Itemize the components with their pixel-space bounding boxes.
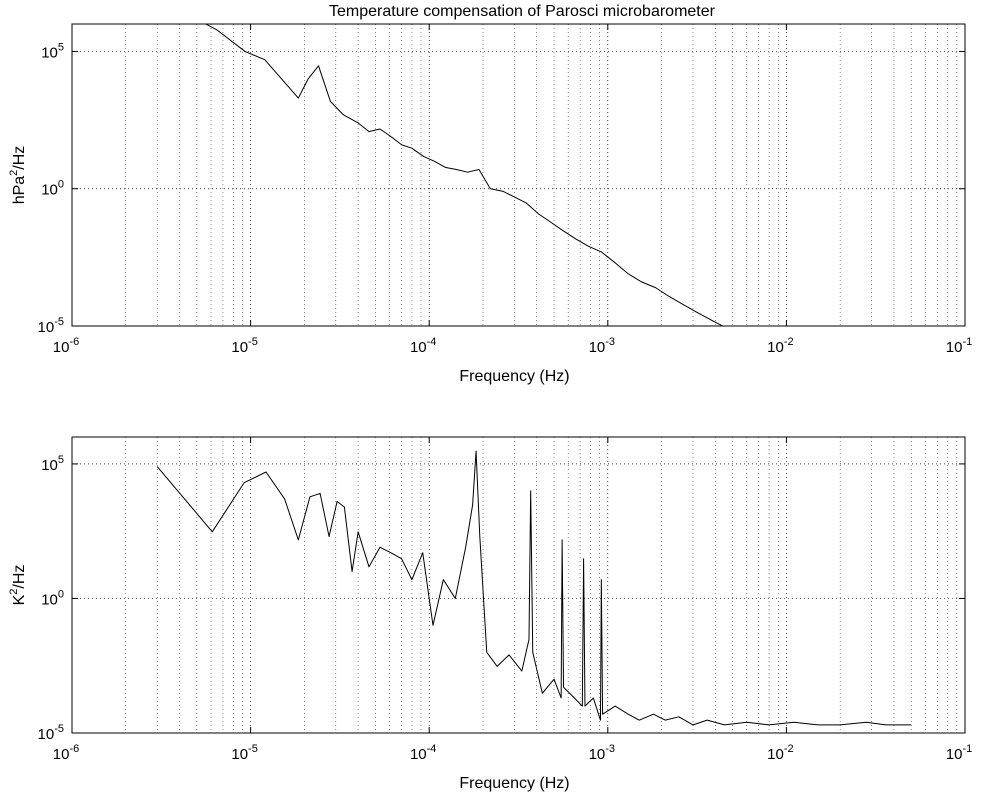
x-tick-label: 10-6 [53,743,79,763]
figure-title: Temperature compensation of Parosci micr… [329,3,716,20]
y-tick-label-exponent: 5 [58,41,64,53]
x-tick-label: 10-5 [231,743,257,763]
y-tick-label-exponent: 0 [58,179,64,191]
y-tick-label-base: 10 [41,182,58,199]
x-tick-label-exponent: -5 [248,743,258,755]
x-tick-label: 10-5 [231,336,257,356]
bottom-axes: 10-6 10-5 10-4 10-3 10-2 10-110-5100105Freque… [8,436,972,792]
series-line-0 [156,450,912,726]
axes-frame [71,23,966,327]
axes-frame [71,436,966,734]
x-tick-label-base: 10 [946,339,963,356]
y-tick-label-base: 10 [38,726,55,743]
y-axis-label-base: hPa [11,176,28,205]
y-tick-label-exponent: 5 [58,454,64,466]
y-tick-label: 10-5 [38,316,64,336]
x-tick-label: 10-1 [946,743,972,763]
x-tick-label: 10-2 [767,336,793,356]
y-axis-label-base: K [11,594,28,605]
x-tick-label-exponent: -2 [784,743,794,755]
x-tick-label-base: 10 [53,746,70,763]
y-axis-label-tail: /Hz [11,565,28,589]
grid [72,24,965,326]
x-tick-label-base: 10 [767,339,784,356]
x-axis-label: Frequency (Hz) [459,775,569,792]
y-tick-label: 105 [41,41,64,61]
x-tick-label: 10-1 [946,336,972,356]
x-tick-label-exponent: -2 [784,336,794,348]
y-tick-label-base: 10 [38,319,55,336]
x-tick-label-base: 10 [589,746,606,763]
x-tick-label: 10-4 [410,336,436,356]
y-axis-label: hPa2/Hz [8,146,28,205]
x-tick-label-base: 10 [767,746,784,763]
grid [72,437,965,733]
y-tick-label-exponent: -5 [54,723,64,735]
x-tick-label-base: 10 [589,339,606,356]
x-tick-label-exponent: -6 [69,743,79,755]
x-tick-label: 10-6 [53,336,79,356]
x-tick-label-base: 10 [410,339,427,356]
y-tick-label-base: 10 [41,44,58,61]
y-axis-label-sup: 2 [8,170,20,176]
x-tick-label: 10-3 [589,743,615,763]
x-axis-label: Frequency (Hz) [459,368,569,385]
y-tick-label: 100 [41,179,64,199]
y-axis-label-sup: 2 [8,589,20,595]
x-tick-label: 10-3 [589,336,615,356]
y-tick-label: 100 [41,588,64,608]
x-tick-label-exponent: -4 [427,743,437,755]
x-tick-label-base: 10 [53,339,70,356]
y-tick-label: 105 [41,454,64,474]
x-tick-label-exponent: -4 [427,336,437,348]
x-tick-label-base: 10 [410,746,427,763]
x-tick-label-exponent: -6 [69,336,79,348]
top-axes: 10-6 10-5 10-4 10-3 10-2 10-110-5100105Freque… [8,23,972,385]
x-tick-label: 10-2 [767,743,793,763]
series-line-0 [204,24,724,326]
x-tick-label-exponent: -5 [248,336,258,348]
y-axis-label-tail: /Hz [11,146,28,170]
x-tick-label-exponent: -1 [962,336,972,348]
y-tick-label-exponent: 0 [58,588,64,600]
x-tick-label-exponent: -3 [605,743,615,755]
x-tick-label-base: 10 [946,746,963,763]
y-tick-label-exponent: -5 [54,316,64,328]
x-tick-label-base: 10 [231,339,248,356]
x-tick-label-exponent: -1 [962,743,972,755]
y-tick-label: 10-5 [38,723,64,743]
x-tick-label-base: 10 [231,746,248,763]
x-tick-label: 10-4 [410,743,436,763]
y-axis-label: K2/Hz [8,565,28,606]
x-tick-label-exponent: -3 [605,336,615,348]
y-tick-label-base: 10 [41,457,58,474]
y-tick-label-base: 10 [41,591,58,608]
